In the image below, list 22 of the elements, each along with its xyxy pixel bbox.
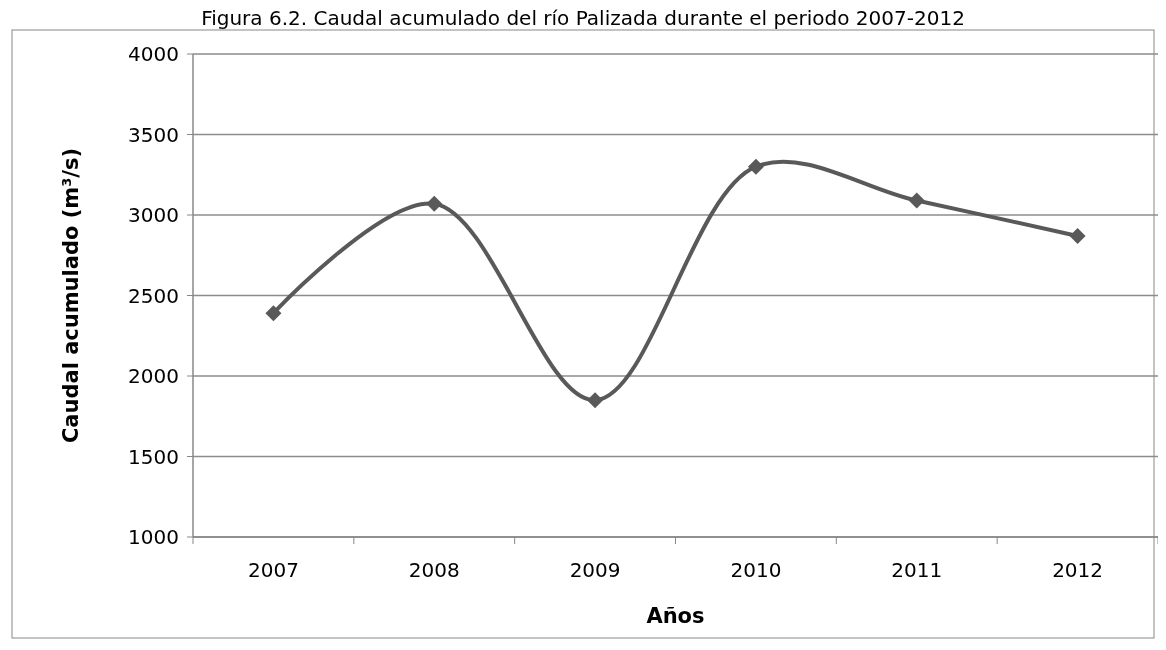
point: [426, 195, 443, 212]
x-tick-label: 2011: [891, 558, 943, 582]
x-axis-title: Años: [646, 604, 705, 628]
x-tick-label: 2008: [408, 558, 460, 582]
y-tick-label: 4000: [128, 42, 179, 66]
y-tick-label: 2000: [128, 364, 179, 388]
point: [747, 158, 764, 175]
y-tick-label: 3500: [128, 122, 179, 147]
chart-title: Figura 6.2. Caudal acumulado del río Palizada durante el periodo 2007-2012: [201, 6, 965, 30]
point: [1069, 227, 1086, 244]
y-tick-label: 1500: [128, 444, 179, 469]
y-tick-label: 2500: [128, 283, 179, 308]
y-tick-label: 3000: [128, 203, 179, 227]
point: [265, 305, 282, 322]
x-tick-label: 2007: [247, 558, 299, 582]
x-tick-label: 2010: [730, 558, 782, 582]
x-tick-label: 2012: [1052, 558, 1104, 582]
point: [587, 392, 604, 409]
point: [908, 192, 925, 209]
y-axis-title: Caudal acumulado (m³/s): [59, 147, 83, 444]
x-tick-label: 2009: [569, 558, 621, 582]
y-tick-label: 1000: [128, 525, 179, 549]
